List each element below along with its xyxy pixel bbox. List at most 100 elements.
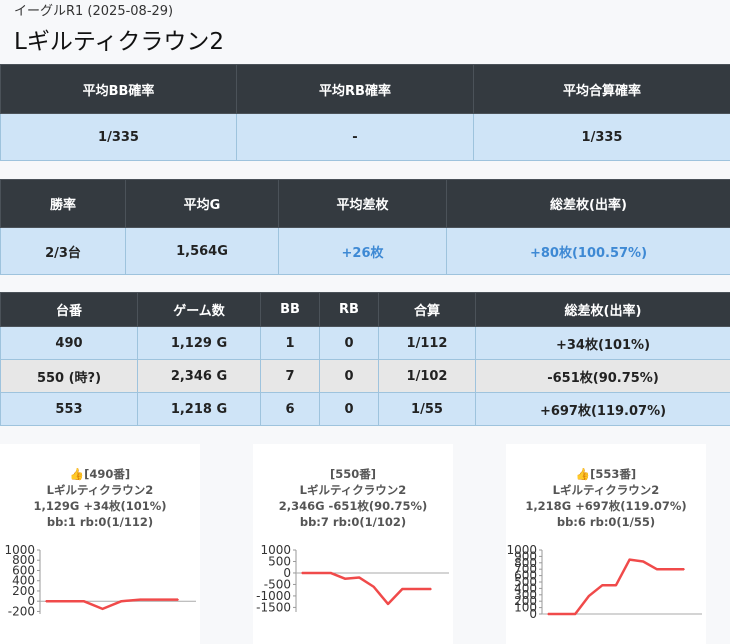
data-point	[64, 600, 66, 602]
y-tick-label: 1000	[4, 543, 35, 557]
card-games-diff: 1,218G +697枚(119.07%)	[525, 499, 687, 513]
data-point	[358, 576, 361, 579]
page-subtitle: イーグルR1 (2025-08-29)	[14, 4, 174, 19]
total-diff: +34枚(101%)	[475, 326, 730, 360]
data-point	[45, 600, 47, 602]
table-row[interactable]: 550 (時?) 2,346 G 7 0 1/102 -651枚(90.75%)	[0, 359, 730, 393]
table-row[interactable]: 553 1,218 G 6 0 1/55 +697枚(119.07%)	[0, 392, 730, 426]
y-tick-label: 800	[12, 553, 35, 567]
card-machine-label: [553番]	[590, 467, 637, 481]
data-point	[642, 560, 644, 563]
header-bb: BB	[260, 292, 320, 327]
header-rb: RB	[319, 292, 379, 327]
data-point	[139, 598, 142, 601]
data-point	[547, 613, 549, 615]
series-line	[46, 598, 178, 611]
y-tick-label: 0	[27, 594, 35, 608]
combined-prob: 1/102	[378, 359, 476, 393]
data-point	[615, 584, 617, 586]
y-tick-label: 300	[514, 588, 537, 602]
y-tick-label: 600	[12, 563, 35, 577]
y-tick-label: 0	[529, 607, 537, 621]
y-tick-label: 500	[268, 554, 291, 568]
value-avg-bb: 1/335	[0, 113, 237, 161]
y-tick-label: 1000	[260, 543, 291, 557]
machine-card-490: 👍[490番] Lギルティクラウン2 1,129G +34枚(101%) bb:…	[0, 444, 200, 644]
combined-prob: 1/112	[378, 326, 476, 360]
card-machine-label: [550番]	[329, 467, 377, 481]
game-count: 1,218 G	[137, 392, 261, 426]
card-model-name: Lギルティクラウン2	[299, 483, 407, 497]
value-win-rate: 2/3台	[0, 227, 126, 275]
rb-count: 0	[319, 326, 379, 360]
data-point	[344, 577, 346, 580]
data-point	[301, 572, 303, 574]
combined-prob: 1/55	[378, 392, 476, 426]
series-line	[302, 571, 431, 606]
game-count: 2,346 G	[137, 359, 261, 393]
header-total-diff: 総差枚(出率)	[446, 179, 730, 228]
page-title: Lギルティクラウン2	[14, 29, 225, 55]
card-machine-label: [490番]	[84, 467, 131, 481]
header-avg-rb: 平均RB確率	[236, 64, 474, 114]
thumbs-up-icon: 👍	[575, 467, 591, 481]
card-model-name: Lギルティクラウン2	[552, 483, 660, 497]
data-point	[177, 598, 179, 601]
data-point	[387, 603, 389, 605]
header-game-count: ゲーム数	[137, 292, 261, 327]
data-point	[430, 588, 432, 590]
data-point	[656, 568, 658, 570]
table-row[interactable]: 490 1,129 G 1 0 1/112 +34枚(101%)	[0, 326, 730, 360]
summary-table: 勝率 平均G 平均差枚 総差枚(出率) 2/3台 1,564G +26枚 +80…	[0, 179, 730, 275]
card-bonus-stats: bb:1 rb:0(1/112)	[46, 515, 154, 529]
data-point	[560, 613, 563, 615]
y-tick-label: 400	[514, 581, 537, 595]
bb-count: 7	[260, 359, 320, 393]
card-model-name: Lギルティクラウン2	[46, 483, 154, 497]
machine-no: 553	[0, 392, 138, 426]
data-point	[372, 585, 375, 588]
header-total-diff: 総差枚(出率)	[475, 292, 730, 327]
card-bonus-stats: bb:7 rb:0(1/102)	[299, 515, 407, 529]
thumbs-up-icon: 👍	[69, 467, 85, 481]
value-avg-rb: -	[236, 113, 474, 161]
machine-no: 550 (時?)	[0, 359, 138, 393]
data-point	[683, 568, 685, 570]
y-tick-label: 100	[514, 601, 537, 615]
y-tick-label: -1500	[256, 600, 291, 614]
header-win-rate: 勝率	[0, 179, 126, 228]
card-games-diff: 1,129G +34枚(101%)	[33, 499, 167, 513]
bb-count: 1	[260, 326, 320, 360]
y-tick-label: 600	[514, 569, 537, 583]
data-point	[601, 584, 604, 586]
y-tick-label: -500	[264, 577, 291, 591]
value-avg-total: 1/335	[473, 113, 730, 161]
data-point	[329, 572, 332, 574]
header-avg-bb: 平均BB確率	[0, 64, 237, 114]
y-tick-label: 800	[514, 556, 537, 570]
card-bonus-stats: bb:6 rb:0(1/55)	[556, 515, 656, 529]
bb-count: 6	[260, 392, 320, 426]
total-diff: -651枚(90.75%)	[475, 359, 730, 393]
value-avg-games: 1,564G	[125, 227, 279, 275]
data-point	[315, 572, 318, 574]
machine-card-550: [550番] Lギルティクラウン2 2,346G -651枚(90.75%) b…	[253, 444, 453, 644]
machine-table: 台番 ゲーム数 BB RB 合算 総差枚(出率) 490 1,129 G 1 0…	[0, 292, 730, 426]
y-tick-label: 200	[12, 584, 35, 598]
rb-count: 0	[319, 359, 379, 393]
data-point	[588, 595, 590, 597]
header-machine-no: 台番	[0, 292, 138, 327]
data-point	[574, 613, 576, 615]
data-point	[669, 568, 672, 570]
machine-no: 490	[0, 326, 138, 360]
header-avg-games: 平均G	[125, 179, 279, 228]
average-probability-table: 平均BB確率 平均RB確率 平均合算確率 1/335 - 1/335	[0, 64, 730, 161]
y-tick-label: 500	[514, 575, 537, 589]
header-combined: 合算	[378, 292, 476, 327]
y-tick-label: 200	[514, 594, 537, 608]
data-point	[101, 608, 104, 610]
data-point	[120, 600, 123, 602]
